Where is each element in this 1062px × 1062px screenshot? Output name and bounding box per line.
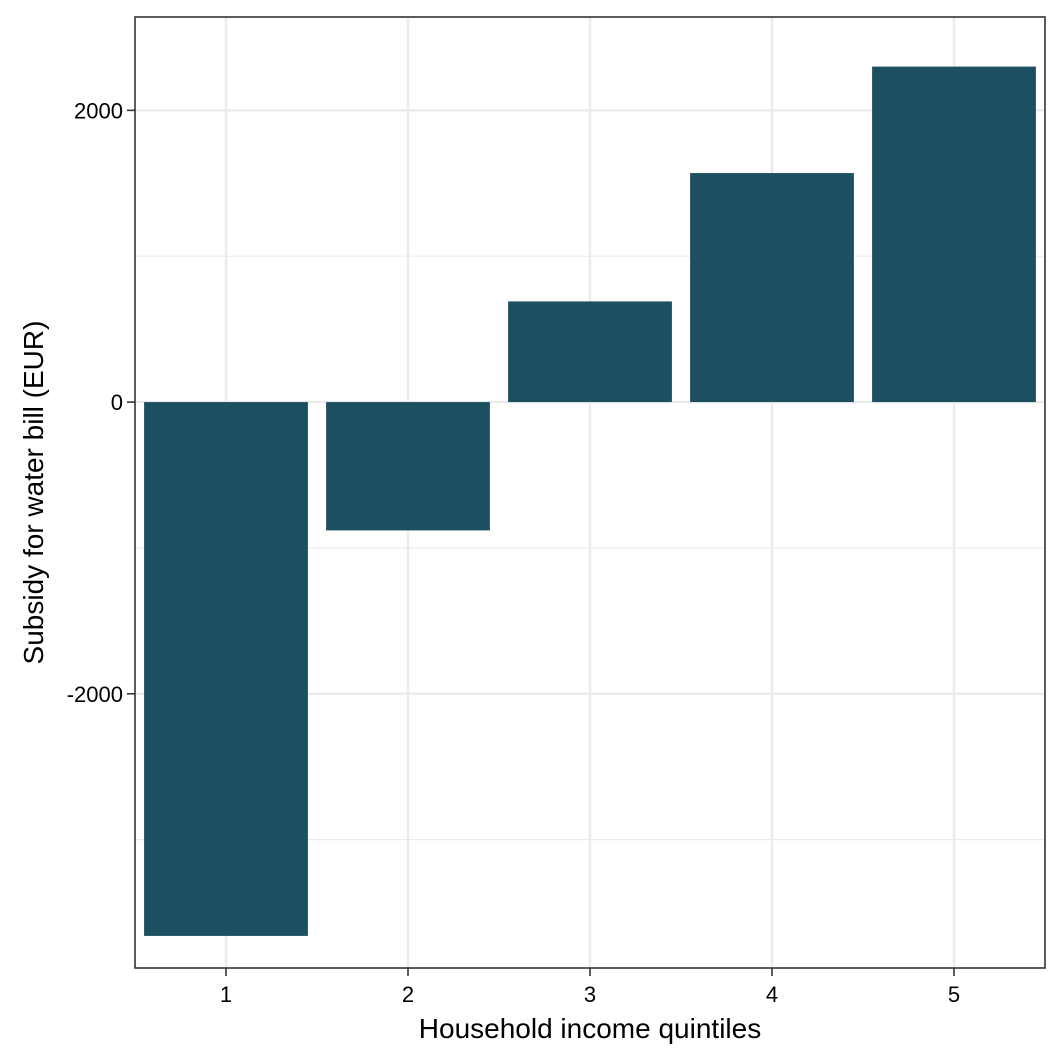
y-tick-label: 0 [111,390,123,415]
y-axis-title: Subsidy for water bill (EUR) [18,321,49,665]
x-tick-label: 4 [766,982,778,1007]
x-axis-ticks: 1 2 3 4 5 [220,968,960,1007]
bars [144,66,1036,936]
y-tick-label: -2000 [67,682,123,707]
x-tick-label: 2 [402,982,414,1007]
x-tick-label: 5 [948,982,960,1007]
bar [144,402,308,936]
bar [690,173,854,403]
bar [508,301,672,403]
x-axis-title: Household income quintiles [419,1013,761,1044]
y-tick-label: 2000 [74,98,123,123]
bar [872,66,1036,403]
x-tick-label: 1 [220,982,232,1007]
bar [326,402,490,531]
x-tick-label: 3 [584,982,596,1007]
y-axis-ticks: -2000 0 2000 [67,98,135,707]
